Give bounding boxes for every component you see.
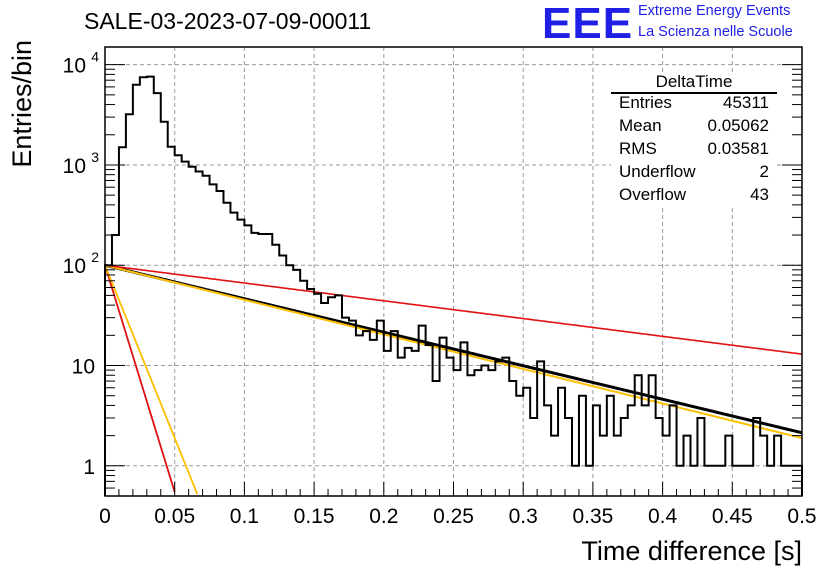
stats-row-entries: Entries 45311 bbox=[619, 93, 769, 115]
y-tick-exponent: 4 bbox=[91, 49, 99, 65]
x-tick-label: 0.35 bbox=[572, 505, 613, 528]
x-tick-label: 0.45 bbox=[712, 505, 753, 528]
y-tick-exponent: 2 bbox=[91, 249, 99, 265]
x-axis-ticks: 0 0.05 0.1 0.15 0.2 0.25 0.3 0.35 0.4 0.45 0.5 bbox=[99, 482, 817, 528]
fit-curves bbox=[104, 263, 803, 495]
stats-value: 0.05062 bbox=[707, 116, 769, 135]
x-tick-label: 0.1 bbox=[230, 505, 259, 528]
y-axis-ticks: 1 10 10 2 10 3 10 4 bbox=[63, 49, 802, 497]
x-tick-label: 0.2 bbox=[369, 505, 398, 528]
stats-box: DeltaTime Entries 45311 Mean 0.05062 RMS… bbox=[611, 72, 777, 206]
stats-row-mean: Mean 0.05062 bbox=[619, 116, 769, 138]
y-tick-label: 1 bbox=[83, 456, 95, 479]
y-tick-label: 10 bbox=[63, 255, 86, 278]
stats-label: Mean bbox=[619, 116, 662, 135]
histogram-steps bbox=[104, 75, 803, 496]
y-tick-label: 10 bbox=[63, 55, 86, 78]
logo-line-1: Extreme Energy Events bbox=[638, 3, 791, 19]
stats-label: Entries bbox=[619, 93, 672, 112]
stats-value: 45311 bbox=[722, 93, 769, 112]
x-tick-label: 0.3 bbox=[509, 505, 538, 528]
stats-row-rms: RMS 0.03581 bbox=[619, 139, 769, 161]
x-axis-label: Time difference [s] bbox=[581, 536, 802, 566]
y-axis-label: Entries/bin bbox=[7, 40, 37, 168]
stats-divider bbox=[611, 92, 777, 94]
stats-value: 43 bbox=[750, 185, 769, 204]
stats-label: Underflow bbox=[619, 162, 696, 181]
stats-row-overflow: Overflow 43 bbox=[619, 185, 769, 207]
fit-curve bbox=[104, 264, 176, 493]
run-title: SALE-03-2023-07-09-00011 bbox=[84, 8, 372, 34]
stats-row-underflow: Underflow 2 bbox=[619, 162, 769, 184]
stats-title: DeltaTime bbox=[655, 72, 733, 91]
eee-logo: EEE bbox=[542, 0, 634, 48]
stats-label: RMS bbox=[619, 139, 657, 158]
stats-value: 0.03581 bbox=[707, 139, 769, 158]
x-tick-label: 0.25 bbox=[433, 505, 474, 528]
x-tick-label: 0.5 bbox=[787, 505, 816, 528]
stats-value: 2 bbox=[759, 162, 769, 181]
y-tick-exponent: 3 bbox=[91, 149, 99, 165]
fit-curve bbox=[104, 264, 803, 355]
fit-curve bbox=[104, 264, 803, 440]
fit-curve bbox=[104, 264, 199, 495]
y-tick-label: 10 bbox=[72, 356, 95, 379]
x-tick-label: 0 bbox=[99, 505, 111, 528]
y-tick-label: 10 bbox=[63, 155, 86, 178]
stats-label: Overflow bbox=[619, 185, 687, 204]
x-tick-label: 0.15 bbox=[294, 505, 335, 528]
histogram bbox=[104, 75, 803, 496]
logo-line-2: La Scienza nelle Scuole bbox=[638, 24, 793, 40]
x-tick-label: 0.4 bbox=[648, 505, 678, 528]
x-tick-label: 0.05 bbox=[154, 505, 195, 528]
